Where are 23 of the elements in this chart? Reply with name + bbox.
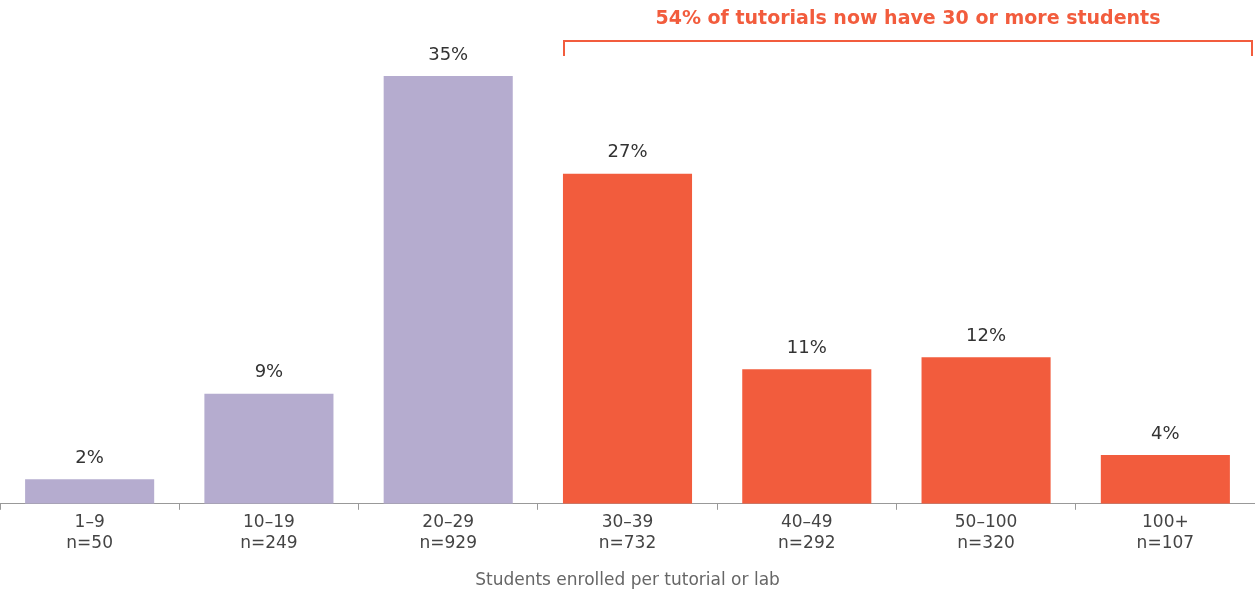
data-label: 2% <box>75 446 104 468</box>
x-tick-label: 10–19 n=249 <box>240 511 298 552</box>
x-tick-label: 100+ n=107 <box>1136 511 1195 552</box>
x-tick-label: 1–9 n=50 <box>66 511 113 552</box>
bar <box>25 479 155 504</box>
data-label: 27% <box>607 140 648 162</box>
bar <box>921 357 1051 504</box>
data-label: 12% <box>966 323 1007 345</box>
x-axis-title: Students enrolled per tutorial or lab <box>475 569 780 590</box>
data-label: 11% <box>786 336 827 358</box>
bar <box>562 173 693 504</box>
text: 54% of tutorials now have 30 or more students <box>654 6 1162 28</box>
bar <box>1100 454 1230 504</box>
data-label: 35% <box>428 42 469 64</box>
x-tick-label: 50–100 n=320 <box>954 511 1018 552</box>
x-tick-label: 30–39 n=732 <box>598 511 657 552</box>
data-label: 4% <box>1151 421 1180 443</box>
x-tick-label: 20–29 n=929 <box>419 511 477 552</box>
x-tick-label: 40–49 n=292 <box>778 511 836 552</box>
data-label: 9% <box>254 360 284 382</box>
bar <box>742 369 872 504</box>
bar <box>383 76 513 504</box>
bar <box>204 393 334 504</box>
